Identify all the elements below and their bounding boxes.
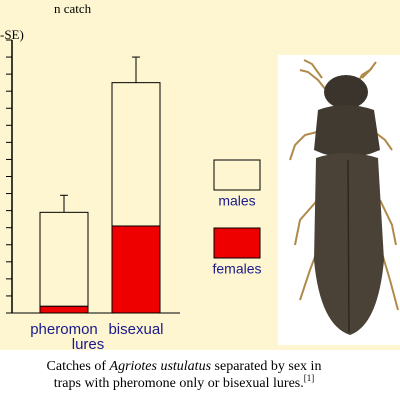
bar-segment <box>39 211 89 307</box>
error-bar <box>132 56 140 83</box>
bar-segment <box>39 305 89 314</box>
bar-segment <box>111 225 161 314</box>
x-axis-label: lures <box>72 336 105 353</box>
caption-text: separated by sex in <box>211 359 321 374</box>
legend-label: females <box>212 261 261 277</box>
caption-line: traps with pheromone only or bisexual lu… <box>54 373 315 391</box>
y-axis-label: -SE) <box>0 27 24 42</box>
caption-text: Catches of <box>47 359 110 374</box>
legend-swatch <box>213 227 261 259</box>
y-axis-label: n catch <box>54 1 92 16</box>
bar-segment <box>111 82 161 227</box>
caption-background <box>0 350 400 400</box>
caption-text: traps with pheromone only or bisexual lu… <box>54 376 304 391</box>
caption-line: Catches of Agriotes ustulatus separated … <box>47 359 322 374</box>
caption-species: Agriotes ustulatus <box>109 359 212 374</box>
legend-swatch <box>213 159 261 191</box>
error-bar <box>60 194 68 213</box>
caption-ref: [1] <box>304 373 315 383</box>
x-tick-label: pheromon <box>30 321 98 338</box>
beetle-photo <box>289 59 399 335</box>
legend-label: males <box>218 193 255 209</box>
x-tick-label: bisexual <box>108 321 163 338</box>
